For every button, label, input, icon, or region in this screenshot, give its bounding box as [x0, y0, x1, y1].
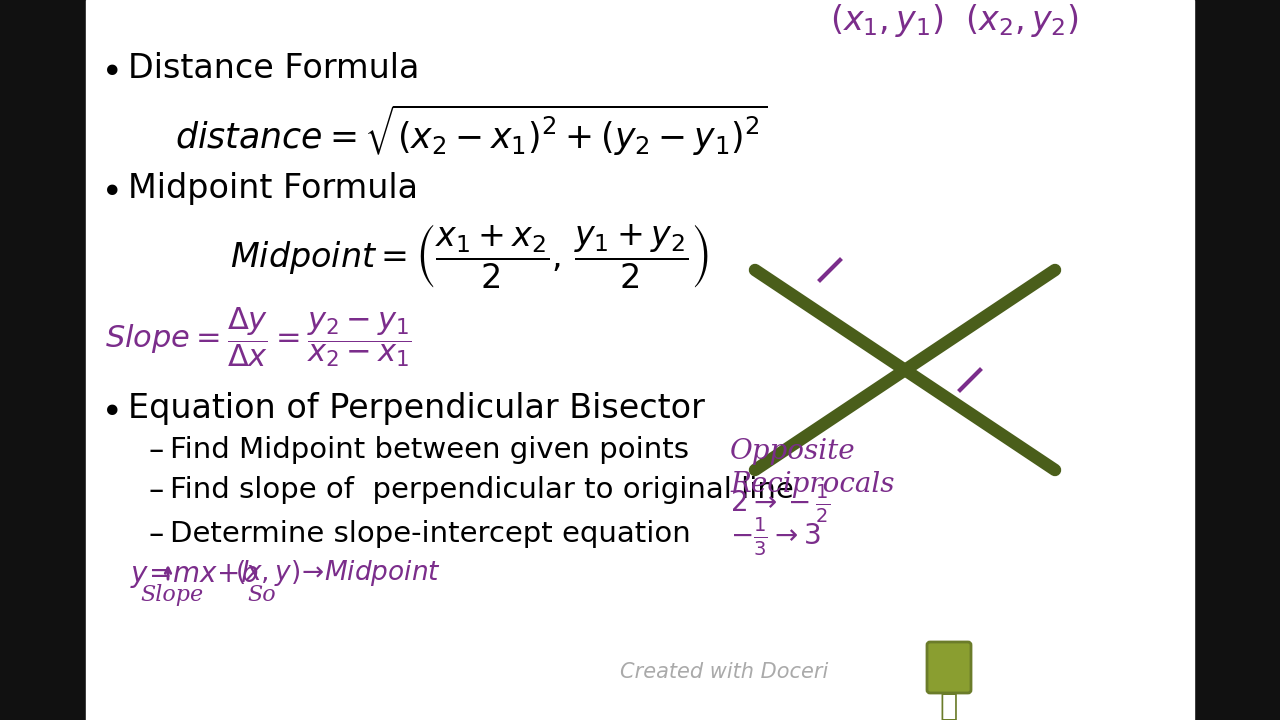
Text: $y\!=\!mx\!+\!b$: $y\!=\!mx\!+\!b$ [131, 558, 259, 590]
Text: Determine slope-intercept equation: Determine slope-intercept equation [170, 520, 691, 548]
Text: Opposite
Reciprocals: Opposite Reciprocals [730, 438, 895, 498]
Bar [0, 0, 86, 720]
Text: –: – [148, 520, 164, 549]
Text: $(x_1, y_1)$  $(x_2, y_2)$: $(x_1, y_1)$ $(x_2, y_2)$ [829, 2, 1079, 39]
Text: $(x,y)\!\rightarrow\!Midpoint$: $(x,y)\!\rightarrow\!Midpoint$ [236, 558, 442, 588]
Text: Created with Doceri: Created with Doceri [620, 662, 828, 682]
Text: Distance Formula: Distance Formula [128, 52, 420, 85]
Text: $2 \rightarrow -\frac{1}{2}$: $2 \rightarrow -\frac{1}{2}$ [730, 483, 831, 525]
Text: $\mathit{Midpoint} = \left(\dfrac{x_1 + x_2}{2},\, \dfrac{y_1 + y_2}{2}\right)$: $\mathit{Midpoint} = \left(\dfrac{x_1 + … [230, 222, 709, 290]
Text: So: So [247, 584, 275, 606]
FancyBboxPatch shape [927, 642, 972, 693]
Text: Find slope of  perpendicular to original line: Find slope of perpendicular to original … [170, 476, 794, 504]
Text: Midpoint Formula: Midpoint Formula [128, 172, 419, 205]
Bar [1194, 0, 1280, 720]
Text: –: – [148, 476, 164, 505]
Text: ✋: ✋ [940, 692, 959, 720]
Text: Slope: Slope [140, 584, 204, 606]
Text: $\mathit{Slope} = \dfrac{\Delta y}{\Delta x} = \dfrac{y_2 - y_1}{x_2 - x_1}$: $\mathit{Slope} = \dfrac{\Delta y}{\Delt… [105, 305, 412, 369]
Bar [86, 0, 1194, 720]
Text: $\bullet$: $\bullet$ [100, 392, 119, 426]
Text: Find Midpoint between given points: Find Midpoint between given points [170, 436, 689, 464]
Text: $\mathit{distance} = \sqrt{(x_2 - x_1)^2 + (y_2 - y_1)^2}$: $\mathit{distance} = \sqrt{(x_2 - x_1)^2… [175, 102, 768, 158]
Text: $-\frac{1}{3} \rightarrow 3$: $-\frac{1}{3} \rightarrow 3$ [730, 516, 820, 558]
Text: $\bullet$: $\bullet$ [100, 172, 119, 206]
Text: Equation of Perpendicular Bisector: Equation of Perpendicular Bisector [128, 392, 705, 425]
Text: –: – [148, 436, 164, 465]
Text: $\bullet$: $\bullet$ [100, 52, 119, 86]
